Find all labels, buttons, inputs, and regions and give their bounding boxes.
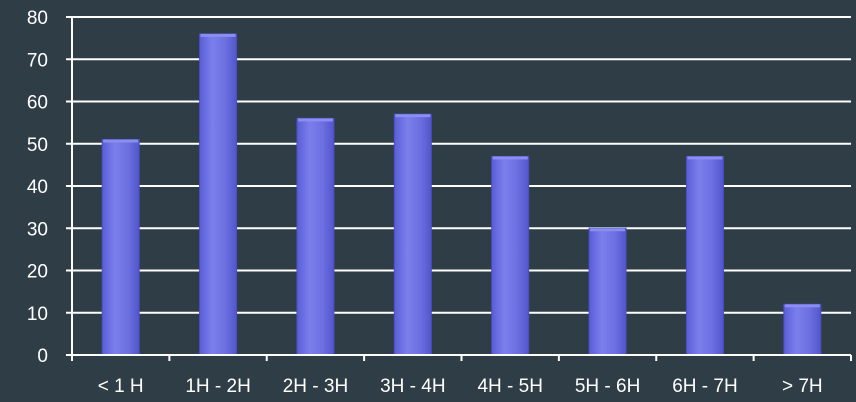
bar [199,33,238,356]
y-tick-label: 50 [27,135,48,156]
y-tick-label: 70 [27,50,48,71]
gridlines [72,16,851,314]
x-tick-label: 3H - 4H [380,376,445,397]
bar-cap [492,156,528,160]
bars [101,33,822,356]
bar [101,139,140,356]
axes [66,16,852,361]
x-tick-label: 2H - 3H [283,376,348,397]
x-tick-label: > 7H [782,376,823,397]
x-tick-label: 4H - 5H [477,376,542,397]
y-tick-label: 20 [27,262,48,283]
bar-cap [200,33,236,37]
bar [588,227,627,356]
bar [685,155,724,356]
bar [783,303,822,356]
y-tick-label: 30 [27,219,48,240]
x-tick-label: < 1 H [98,376,144,397]
bar-cap [103,139,139,143]
bar-cap [395,114,431,118]
bar-cap [784,304,820,308]
x-tick-labels: < 1 H 1H - 2H 2H - 3H 3H - 4H 4H - 5H 5H - 6H… [98,376,823,397]
bar [491,155,530,356]
x-tick-label: 5H - 6H [575,376,640,397]
y-tick-label: 0 [37,346,48,367]
bar [393,113,432,356]
x-tick-label: 1H - 2H [185,376,250,397]
bar [296,117,335,356]
y-tick-label: 80 [27,8,48,29]
x-tick-label: 6H - 7H [672,376,737,397]
bar-cap [590,228,626,232]
bar-cap [297,118,333,122]
y-tick-labels: 0 10 20 30 40 50 60 70 80 [27,8,48,367]
y-tick-label: 60 [27,93,48,114]
y-tick-label: 10 [27,304,48,325]
bar-cap [687,156,723,160]
y-tick-label: 40 [27,177,48,198]
